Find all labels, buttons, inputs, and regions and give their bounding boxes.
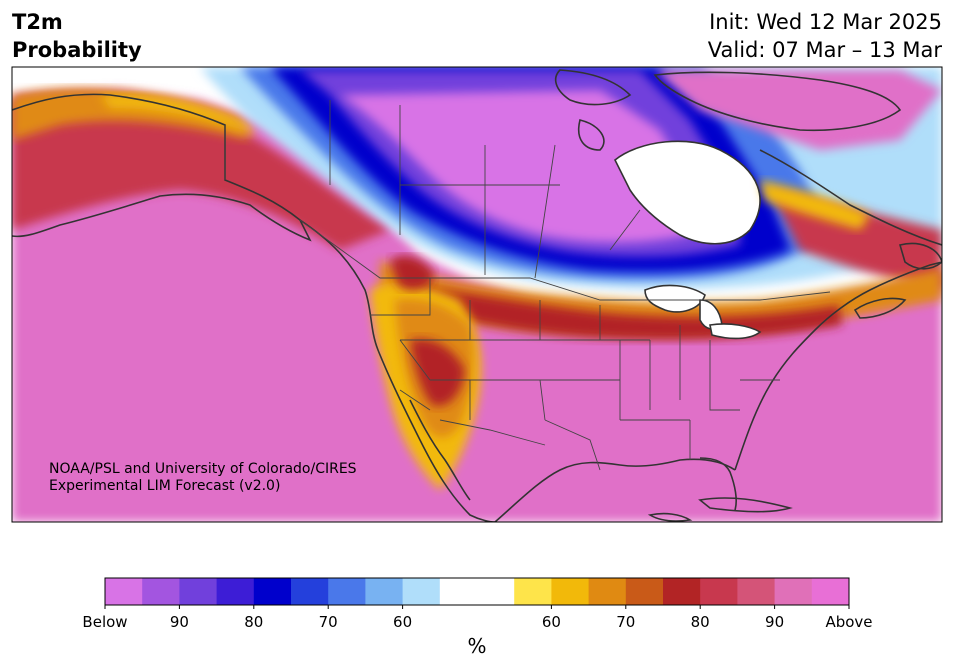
political-borders xyxy=(224,100,831,471)
colorbar-frame xyxy=(104,577,850,606)
title-line-2: Probability xyxy=(12,38,142,62)
map-frame xyxy=(11,66,943,523)
colorbar-cell xyxy=(439,578,478,605)
credit-line-1: NOAA/PSL and University of Colorado/CIRE… xyxy=(49,461,357,477)
init-date: Init: Wed 12 Mar 2025 xyxy=(709,10,942,34)
colorbar-cell xyxy=(588,578,627,605)
colorbar-cell xyxy=(365,578,404,605)
colorbar-cell xyxy=(291,578,329,605)
forecast-dates: Init: Wed 12 Mar 2025 Valid: 07 Mar – 13… xyxy=(708,8,942,64)
colorbar-cells xyxy=(105,578,850,605)
colorbar-tick-label: 60 xyxy=(393,613,413,631)
coastlines xyxy=(12,69,942,522)
title-line-1: T2m xyxy=(12,10,63,34)
colorbar-tick-label: 80 xyxy=(690,613,710,631)
valid-range: Valid: 07 Mar – 13 Mar xyxy=(707,38,942,62)
colorbar-cell xyxy=(253,578,292,605)
colorbar-cell xyxy=(551,578,590,605)
colorbar-tick-label: 90 xyxy=(169,613,189,631)
colorbar-tick-label: 70 xyxy=(616,613,636,631)
colorbar-tick-label: 90 xyxy=(765,613,785,631)
colorbar-cell xyxy=(179,578,218,605)
colorbar-cell xyxy=(477,578,515,605)
colorbar-cell xyxy=(105,578,143,605)
colorbar-tick-label: 60 xyxy=(541,613,561,631)
colorbar-tick-label: Below xyxy=(82,613,128,631)
colorbar-cell xyxy=(514,578,552,605)
colorbar-cell xyxy=(402,578,441,605)
colorbar-cell xyxy=(216,578,255,605)
colorbar-tick-label: Above xyxy=(825,613,873,631)
colorbar-units: % xyxy=(467,634,487,658)
colorbar-tick-label: 70 xyxy=(318,613,338,631)
credit-text: NOAA/PSL and University of Colorado/CIRE… xyxy=(49,461,357,495)
colorbar-cell xyxy=(328,578,366,605)
colorbar-cell xyxy=(811,578,850,605)
colorbar-cell xyxy=(774,578,813,605)
credit-line-2: Experimental LIM Forecast (v2.0) xyxy=(49,478,281,494)
colorbar-cell xyxy=(625,578,664,605)
colorbar-tick-label: 80 xyxy=(244,613,264,631)
colorbar-tick-marks xyxy=(104,605,850,609)
map-title: T2m Probability xyxy=(12,8,142,64)
colorbar-cell xyxy=(700,578,738,605)
colorbar-cell xyxy=(142,578,180,605)
colorbar-cell xyxy=(737,578,776,605)
colorbar-cell xyxy=(663,578,701,605)
